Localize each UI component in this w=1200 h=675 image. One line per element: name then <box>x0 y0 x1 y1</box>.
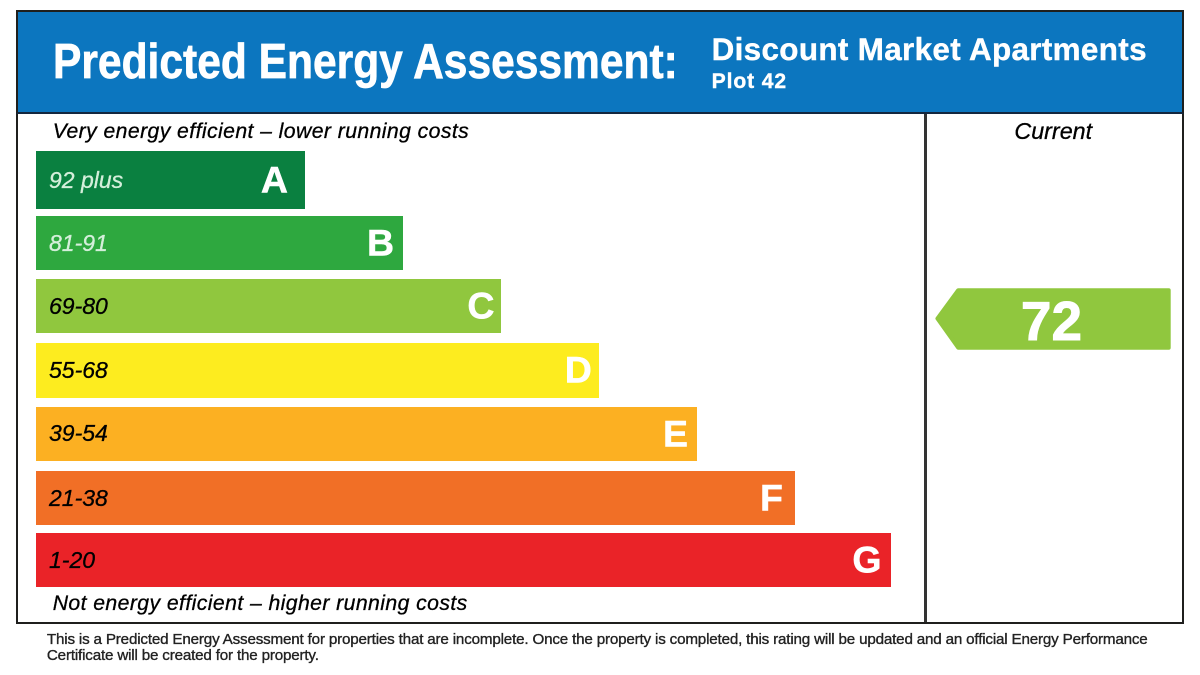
svg-text:72: 72 <box>1021 290 1082 352</box>
